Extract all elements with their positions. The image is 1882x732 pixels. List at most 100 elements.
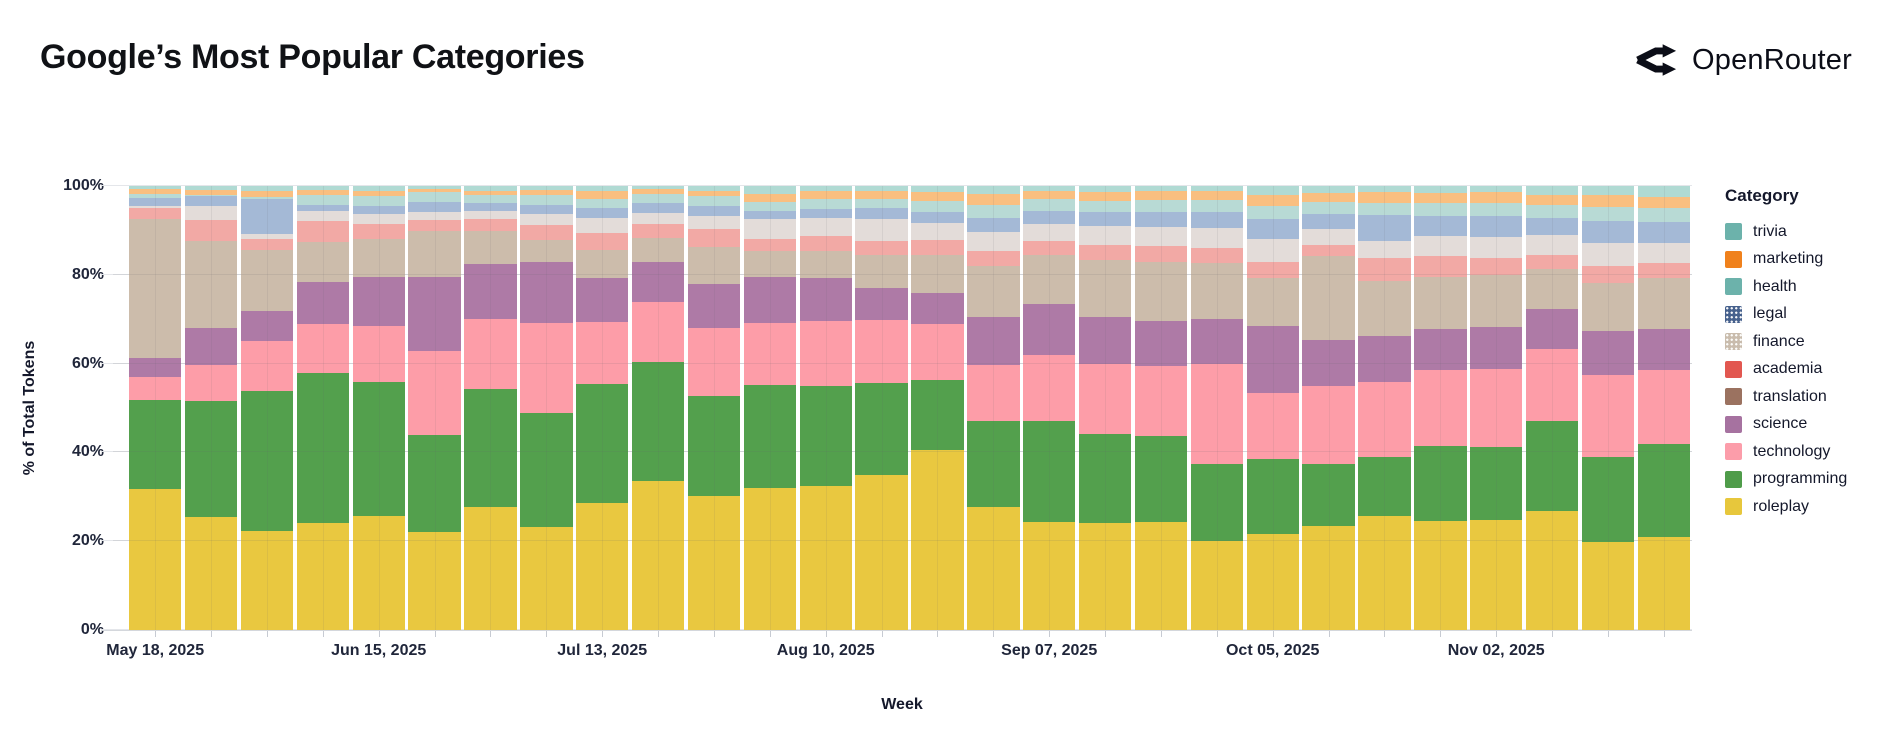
bar-segment-technology[interactable] [1525, 348, 1579, 421]
bar-segment-science[interactable] [352, 276, 405, 326]
bar-segment-roleplay[interactable] [1358, 515, 1411, 630]
bar-week-sep-14[interactable] [1078, 186, 1132, 630]
bar-week-aug-03[interactable] [743, 186, 796, 630]
bar-segment-technology[interactable] [129, 376, 182, 401]
bar-segment-programming[interactable] [1078, 433, 1132, 524]
bar-segment-trivia[interactable] [352, 186, 405, 191]
bar-segment-finance[interactable] [1358, 240, 1411, 259]
bar-segment-science[interactable] [1581, 330, 1635, 376]
bar-segment-programming[interactable] [129, 400, 182, 490]
bar-segment-trivia[interactable] [240, 186, 294, 192]
bar-segment-science[interactable] [184, 327, 238, 365]
bar-segment-trivia[interactable] [1637, 186, 1690, 197]
bar-segment-trivia[interactable] [184, 186, 238, 190]
bar-segment-technology[interactable] [855, 320, 908, 384]
bar-segment-science[interactable] [129, 357, 182, 377]
bar-week-jun-22[interactable] [408, 186, 461, 630]
bar-segment-trivia[interactable] [967, 186, 1020, 195]
bar-segment-science[interactable] [743, 277, 796, 323]
bar-segment-translation[interactable] [576, 249, 629, 278]
bar-segment-finance[interactable] [240, 233, 294, 239]
bar-segment-academia[interactable] [184, 219, 238, 242]
bar-segment-academia[interactable] [1302, 244, 1355, 256]
bar-segment-translation[interactable] [799, 251, 852, 279]
bar-segment-academia[interactable] [352, 224, 405, 239]
bar-segment-finance[interactable] [1414, 235, 1467, 256]
bar-segment-technology[interactable] [687, 327, 741, 397]
bar-segment-trivia[interactable] [1190, 186, 1243, 192]
bar-segment-trivia[interactable] [129, 186, 182, 189]
bar-segment-marketing[interactable] [1246, 194, 1299, 207]
bar-segment-programming[interactable] [352, 382, 405, 516]
bar-segment-academia[interactable] [464, 219, 517, 231]
bar-segment-science[interactable] [296, 281, 349, 324]
bar-segment-roleplay[interactable] [240, 530, 294, 630]
bar-segment-health[interactable] [687, 196, 741, 207]
bar-segment-roleplay[interactable] [129, 489, 182, 630]
bar-segment-health[interactable] [1358, 202, 1411, 215]
bar-segment-finance[interactable] [1470, 236, 1523, 258]
bar-segment-finance[interactable] [743, 219, 796, 239]
bar-segment-trivia[interactable] [464, 186, 517, 191]
bar-segment-health[interactable] [631, 193, 685, 203]
bar-segment-marketing[interactable] [855, 190, 908, 199]
bar-segment-health[interactable] [1302, 202, 1355, 214]
bar-segment-health[interactable] [1470, 202, 1523, 217]
bar-segment-roleplay[interactable] [296, 523, 349, 630]
bar-segment-legal[interactable] [296, 204, 349, 212]
bar-segment-finance[interactable] [184, 206, 238, 220]
bar-segment-marketing[interactable] [1134, 191, 1188, 201]
bar-segment-programming[interactable] [911, 379, 964, 451]
bar-segment-marketing[interactable] [799, 191, 852, 199]
bar-segment-legal[interactable] [1525, 217, 1579, 236]
bar-segment-legal[interactable] [631, 202, 685, 213]
bar-week-oct-12[interactable] [1302, 186, 1355, 630]
bar-segment-roleplay[interactable] [1078, 523, 1132, 630]
legend-item-health[interactable]: health [1725, 273, 1875, 301]
bar-segment-science[interactable] [1637, 328, 1690, 370]
bar-segment-translation[interactable] [129, 219, 182, 358]
bar-segment-technology[interactable] [1637, 369, 1690, 444]
bar-segment-legal[interactable] [1414, 215, 1467, 236]
bar-segment-programming[interactable] [520, 413, 573, 527]
bar-week-aug-31[interactable] [967, 186, 1020, 630]
bar-segment-translation[interactable] [464, 230, 517, 264]
bar-segment-marketing[interactable] [743, 193, 796, 202]
bar-segment-finance[interactable] [520, 213, 573, 226]
bar-segment-roleplay[interactable] [576, 502, 629, 630]
bar-segment-health[interactable] [1023, 199, 1076, 211]
bar-segment-academia[interactable] [296, 221, 349, 243]
bar-segment-marketing[interactable] [464, 190, 517, 196]
bar-segment-science[interactable] [240, 311, 294, 341]
bar-segment-legal[interactable] [799, 208, 852, 218]
bar-segment-academia[interactable] [1023, 241, 1076, 256]
bar-segment-health[interactable] [576, 198, 629, 209]
bar-segment-roleplay[interactable] [631, 481, 685, 630]
bar-segment-technology[interactable] [967, 364, 1020, 421]
bar-segment-science[interactable] [576, 277, 629, 323]
bar-segment-programming[interactable] [967, 420, 1020, 508]
bar-segment-programming[interactable] [743, 384, 796, 488]
bar-segment-translation[interactable] [743, 251, 796, 278]
bar-segment-roleplay[interactable] [1023, 522, 1076, 630]
bar-segment-academia[interactable] [129, 207, 182, 220]
bar-segment-programming[interactable] [631, 361, 685, 482]
bar-segment-science[interactable] [1302, 340, 1355, 387]
bar-segment-health[interactable] [408, 192, 461, 203]
bar-segment-technology[interactable] [1023, 355, 1076, 421]
bar-segment-translation[interactable] [1470, 275, 1523, 327]
bar-segment-technology[interactable] [296, 323, 349, 374]
bar-segment-technology[interactable] [1581, 375, 1635, 457]
bar-segment-health[interactable] [1414, 203, 1467, 216]
bar-segment-roleplay[interactable] [855, 474, 908, 630]
bar-segment-programming[interactable] [576, 383, 629, 503]
bar-week-aug-17[interactable] [855, 186, 908, 630]
bar-segment-roleplay[interactable] [352, 515, 405, 630]
bar-segment-marketing[interactable] [1637, 196, 1690, 209]
bar-segment-finance[interactable] [855, 218, 908, 241]
bar-week-jul-27[interactable] [687, 186, 741, 630]
bar-segment-health[interactable] [296, 194, 349, 205]
bar-segment-academia[interactable] [1078, 245, 1132, 261]
bar-segment-finance[interactable] [1246, 239, 1299, 262]
bar-segment-trivia[interactable] [743, 186, 796, 194]
